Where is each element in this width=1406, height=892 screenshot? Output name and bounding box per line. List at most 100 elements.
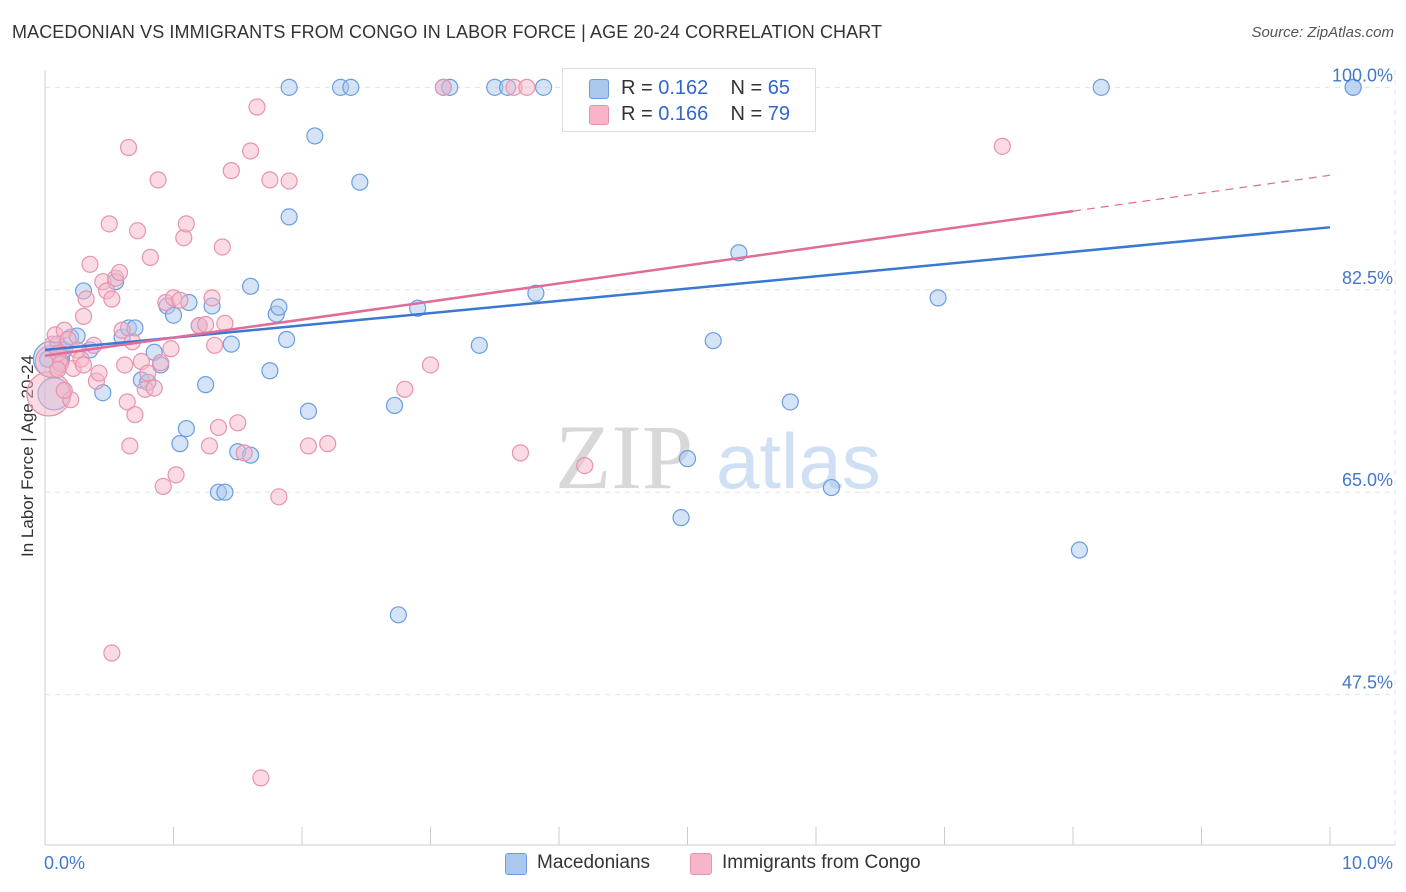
y-tick-label: 100.0% (1332, 65, 1393, 85)
point-macedonian (222, 335, 240, 353)
point-macedonian (216, 483, 234, 501)
legend-n-label: N = (730, 77, 768, 99)
point-congo (139, 364, 157, 382)
point-congo (993, 137, 1011, 155)
point-macedonian (929, 289, 947, 307)
axes (44, 70, 1395, 846)
legend-swatch-congo (690, 853, 712, 875)
point-congo (162, 340, 180, 358)
point-congo (74, 307, 93, 325)
series-macedonians (32, 78, 1362, 624)
point-congo (576, 456, 594, 475)
trend-lines (44, 174, 1331, 357)
point-congo (299, 437, 318, 455)
watermark-zip: ZIP (555, 406, 693, 508)
point-macedonian (1092, 78, 1110, 96)
watermark-atlas: atlas (716, 417, 881, 505)
point-congo (126, 406, 144, 424)
point-macedonian (678, 450, 697, 468)
trend-line-congo (44, 209, 1074, 357)
point-congo (55, 381, 73, 400)
point-macedonian (704, 332, 722, 350)
point-congo (149, 171, 167, 189)
point-congo (128, 222, 147, 240)
point-congo (152, 354, 170, 372)
point-congo (113, 321, 131, 339)
point-congo (141, 248, 159, 266)
point-congo (229, 414, 247, 432)
point-congo (103, 644, 121, 662)
point-congo (121, 437, 139, 455)
point-congo (261, 171, 279, 189)
point-congo (209, 418, 228, 437)
point-congo (110, 263, 129, 282)
chart-title: MACEDONIAN VS IMMIGRANTS FROM CONGO IN L… (12, 22, 883, 42)
point-congo (177, 215, 195, 233)
point-macedonian (672, 509, 690, 527)
point-macedonian (781, 393, 799, 411)
legend-label-congo: Immigrants from Congo (722, 852, 921, 873)
x-tick-label: 10.0% (1342, 853, 1393, 873)
y-tick-label: 65.0% (1342, 470, 1393, 490)
point-macedonian (277, 330, 296, 349)
source-label: Source: ZipAtlas.com (1251, 24, 1394, 41)
point-congo (116, 356, 134, 374)
point-congo (252, 769, 270, 787)
point-congo (242, 142, 260, 160)
point-macedonian (1070, 541, 1089, 559)
point-congo (396, 380, 414, 398)
point-macedonian (197, 376, 215, 394)
tick-labels: 100.0% 82.5% 65.0% 47.5% 0.0% 10.0% (44, 65, 1393, 873)
legend-r-label: R = (621, 77, 659, 99)
point-congo (103, 290, 121, 308)
point-macedonian (261, 362, 279, 380)
point-congo (145, 379, 163, 397)
y-tick-label: 82.5% (1342, 268, 1393, 288)
stats-legend: R = 0.162 N = 65 R = 0.166 N = 79 (562, 68, 816, 132)
point-macedonian (342, 78, 360, 96)
legend-n-value: 79 (767, 103, 791, 125)
point-congo (154, 477, 172, 496)
point-congo (200, 437, 219, 455)
trend-line-macedonians (44, 226, 1331, 352)
point-macedonian (389, 606, 407, 624)
legend-n-value: 65 (767, 77, 791, 99)
point-congo (171, 291, 189, 309)
point-congo (248, 98, 266, 116)
x-tick-label: 0.0% (44, 853, 85, 873)
point-macedonian (177, 419, 195, 438)
point-macedonian (306, 127, 324, 145)
point-macedonian (351, 173, 369, 191)
legend-r-label: R = (621, 103, 659, 125)
point-congo (280, 172, 298, 190)
point-macedonian (527, 284, 545, 302)
point-congo (175, 229, 193, 247)
point-macedonian (242, 277, 260, 295)
legend-r-value: 0.162 (658, 77, 709, 99)
point-macedonian (385, 396, 404, 415)
point-congo (270, 488, 288, 506)
point-congo (421, 356, 440, 374)
point-congo (100, 215, 118, 233)
point-congo (77, 290, 95, 308)
point-congo (49, 360, 67, 379)
point-congo (167, 466, 185, 484)
point-macedonian (171, 435, 189, 453)
point-macedonian (280, 208, 298, 226)
point-congo (203, 289, 221, 307)
point-macedonian (1344, 78, 1362, 96)
trend-extension-congo (1072, 174, 1331, 212)
watermark: ZIP atlas (555, 406, 881, 508)
point-congo (518, 78, 536, 96)
point-congo (74, 356, 93, 374)
legend-swatch-congo (589, 105, 609, 125)
point-congo (213, 238, 231, 256)
point-congo (90, 364, 108, 382)
y-tick-label: 47.5% (1342, 673, 1393, 693)
point-macedonian (822, 478, 841, 497)
legend-label-macedonians: Macedonians (537, 852, 651, 873)
point-macedonian (280, 78, 298, 96)
legend-r-value: 0.166 (658, 103, 709, 125)
point-congo (119, 138, 138, 157)
point-congo (118, 393, 136, 411)
